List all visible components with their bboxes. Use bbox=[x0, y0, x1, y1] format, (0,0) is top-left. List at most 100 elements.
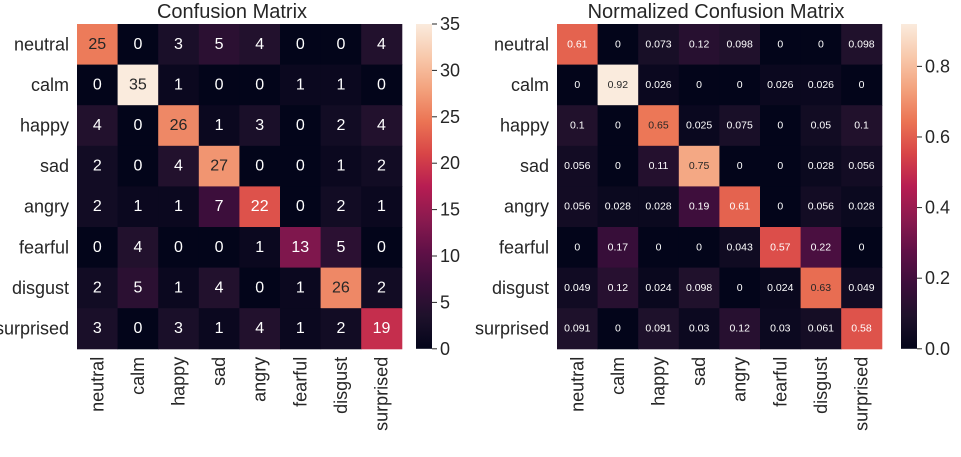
heatmap-cell bbox=[841, 24, 883, 66]
cell-annotation: 0.028 bbox=[605, 201, 631, 213]
heatmap-cell bbox=[239, 186, 281, 228]
cell-annotation: 0 bbox=[737, 160, 743, 172]
heatmap-cell bbox=[77, 105, 119, 147]
x-tick-label: neutral bbox=[567, 357, 587, 412]
heatmap-cell bbox=[280, 145, 322, 187]
colorbar-tick-label: 0.6 bbox=[925, 127, 950, 147]
cell-annotation: 0.098 bbox=[686, 282, 712, 294]
heatmap-cell bbox=[719, 227, 761, 269]
heatmap-cell bbox=[198, 64, 240, 106]
cell-annotation: 2 bbox=[93, 279, 102, 296]
heatmap-cell bbox=[158, 145, 200, 187]
cell-annotation: 0 bbox=[93, 76, 102, 93]
cell-annotation: 7 bbox=[215, 198, 224, 215]
cell-annotation: 0 bbox=[615, 120, 621, 132]
cell-annotation: 0.028 bbox=[645, 201, 671, 213]
cell-annotation: 1 bbox=[215, 117, 224, 134]
cell-annotation: 0 bbox=[215, 239, 224, 256]
cell-annotation: 5 bbox=[215, 36, 224, 53]
cell-annotation: 0.073 bbox=[645, 38, 671, 50]
colorbar-tick-label: 20 bbox=[440, 153, 460, 173]
x-tick-label: fearful bbox=[770, 357, 790, 407]
cell-annotation: 3 bbox=[174, 320, 183, 337]
cell-annotation: 4 bbox=[133, 239, 142, 256]
normalized-confusion-matrix-panel: Normalized Confusion Matrix 0.61 0 0.073 0.… bbox=[475, 1, 950, 431]
y-tick-label: fearful bbox=[19, 237, 69, 257]
cell-annotation: 0 bbox=[255, 158, 264, 175]
cell-annotation: 0.049 bbox=[564, 282, 590, 294]
heatmap-cell bbox=[280, 105, 322, 147]
cell-annotation: 0 bbox=[818, 38, 824, 50]
heatmap-cell bbox=[800, 24, 842, 66]
heatmap-cell bbox=[597, 105, 639, 147]
heatmap-cell bbox=[320, 24, 362, 66]
y-tick-labels: neutral calm happy sad angry fearful disgust su… bbox=[475, 34, 549, 338]
heatmap-cell bbox=[158, 267, 200, 309]
heatmap-cell bbox=[198, 105, 240, 147]
cell-annotation: 0.17 bbox=[608, 241, 629, 253]
y-tick-label: calm bbox=[31, 75, 69, 95]
heatmap-cell bbox=[198, 186, 240, 228]
cell-annotation: 0 bbox=[777, 120, 783, 132]
cell-annotation: 0 bbox=[777, 160, 783, 172]
y-tick-label: happy bbox=[500, 116, 549, 136]
heatmap-cell bbox=[841, 267, 883, 309]
cell-annotation: 0.03 bbox=[689, 323, 710, 335]
cell-annotation: 0.056 bbox=[848, 160, 874, 172]
cell-annotation: 0 bbox=[255, 279, 264, 296]
cell-annotation: 0 bbox=[574, 241, 580, 253]
y-tick-label: disgust bbox=[492, 278, 549, 298]
heatmap-cell bbox=[158, 186, 200, 228]
cell-annotations: 0.61 0 0.073 0.12 0.098 0 0 0.098 0 0.92 0.026 0 0 0.… bbox=[564, 38, 875, 334]
cell-annotation: 0.098 bbox=[848, 38, 874, 50]
cell-annotation: 5 bbox=[336, 239, 345, 256]
cell-annotation: 22 bbox=[251, 198, 269, 215]
cell-annotation: 0.026 bbox=[808, 79, 834, 91]
heatmap-cell bbox=[239, 105, 281, 147]
heatmap-cell bbox=[597, 64, 639, 106]
cell-annotation: 0 bbox=[296, 117, 305, 134]
cell-annotation: 0.58 bbox=[851, 323, 872, 335]
cell-annotation: 0 bbox=[696, 241, 702, 253]
heatmap-cell bbox=[841, 64, 883, 106]
cell-annotation: 0.056 bbox=[564, 160, 590, 172]
x-tick-label: angry bbox=[730, 357, 750, 402]
cell-annotation: 0.12 bbox=[608, 282, 629, 294]
cell-annotation: 1 bbox=[215, 320, 224, 337]
cell-annotation: 0.098 bbox=[727, 38, 753, 50]
y-tick-label: happy bbox=[20, 116, 69, 136]
heatmap-cell bbox=[280, 64, 322, 106]
x-tick-label: surprised bbox=[852, 357, 872, 431]
cell-annotation: 27 bbox=[210, 158, 228, 175]
y-tick-label: surprised bbox=[475, 319, 549, 339]
cell-annotation: 0.03 bbox=[770, 323, 791, 335]
heatmap-cell bbox=[719, 145, 761, 187]
cell-annotation: 0.65 bbox=[648, 120, 669, 132]
heatmap-cell bbox=[158, 308, 200, 350]
cell-annotation: 2 bbox=[336, 320, 345, 337]
heatmap-cell bbox=[239, 308, 281, 350]
heatmap-cell bbox=[678, 267, 720, 309]
heatmap-cell bbox=[198, 227, 240, 269]
cell-annotation: 0.11 bbox=[649, 160, 669, 172]
heatmap-cell bbox=[280, 227, 322, 269]
x-tick-label: happy bbox=[169, 357, 189, 406]
cell-annotation: 0 bbox=[336, 36, 345, 53]
heatmap-cell bbox=[361, 267, 403, 309]
heatmap-cell bbox=[117, 24, 159, 66]
heatmap-cell bbox=[597, 267, 639, 309]
cell-annotation: 0.22 bbox=[811, 241, 832, 253]
heatmap-cell bbox=[239, 24, 281, 66]
heatmap-cell bbox=[158, 105, 200, 147]
heatmap-cell bbox=[719, 267, 761, 309]
heatmap-cells bbox=[77, 24, 403, 350]
heatmap-cell bbox=[239, 145, 281, 187]
cell-annotation: 26 bbox=[332, 279, 350, 296]
heatmap-cell bbox=[800, 308, 842, 350]
heatmap-cell bbox=[597, 186, 639, 228]
cell-annotation: 0 bbox=[574, 79, 580, 91]
y-tick-label: angry bbox=[504, 197, 549, 217]
cell-annotation: 0 bbox=[737, 79, 743, 91]
heatmap-cell bbox=[280, 186, 322, 228]
heatmap-cell bbox=[678, 186, 720, 228]
